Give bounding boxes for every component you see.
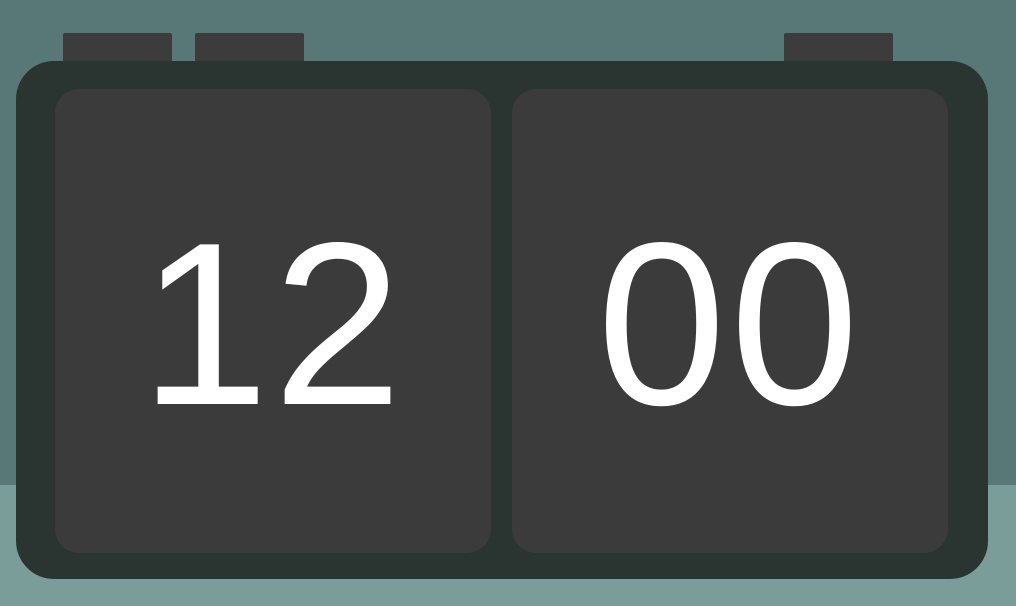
hours-panel: 12 (55, 89, 491, 553)
minutes-display: 00 (596, 195, 864, 454)
clock-top-button-right[interactable] (784, 33, 893, 65)
hours-display: 12 (139, 195, 407, 454)
minutes-panel: 00 (512, 89, 948, 553)
clock-top-button-left[interactable] (63, 33, 172, 65)
clock-top-button-middle[interactable] (195, 33, 304, 65)
